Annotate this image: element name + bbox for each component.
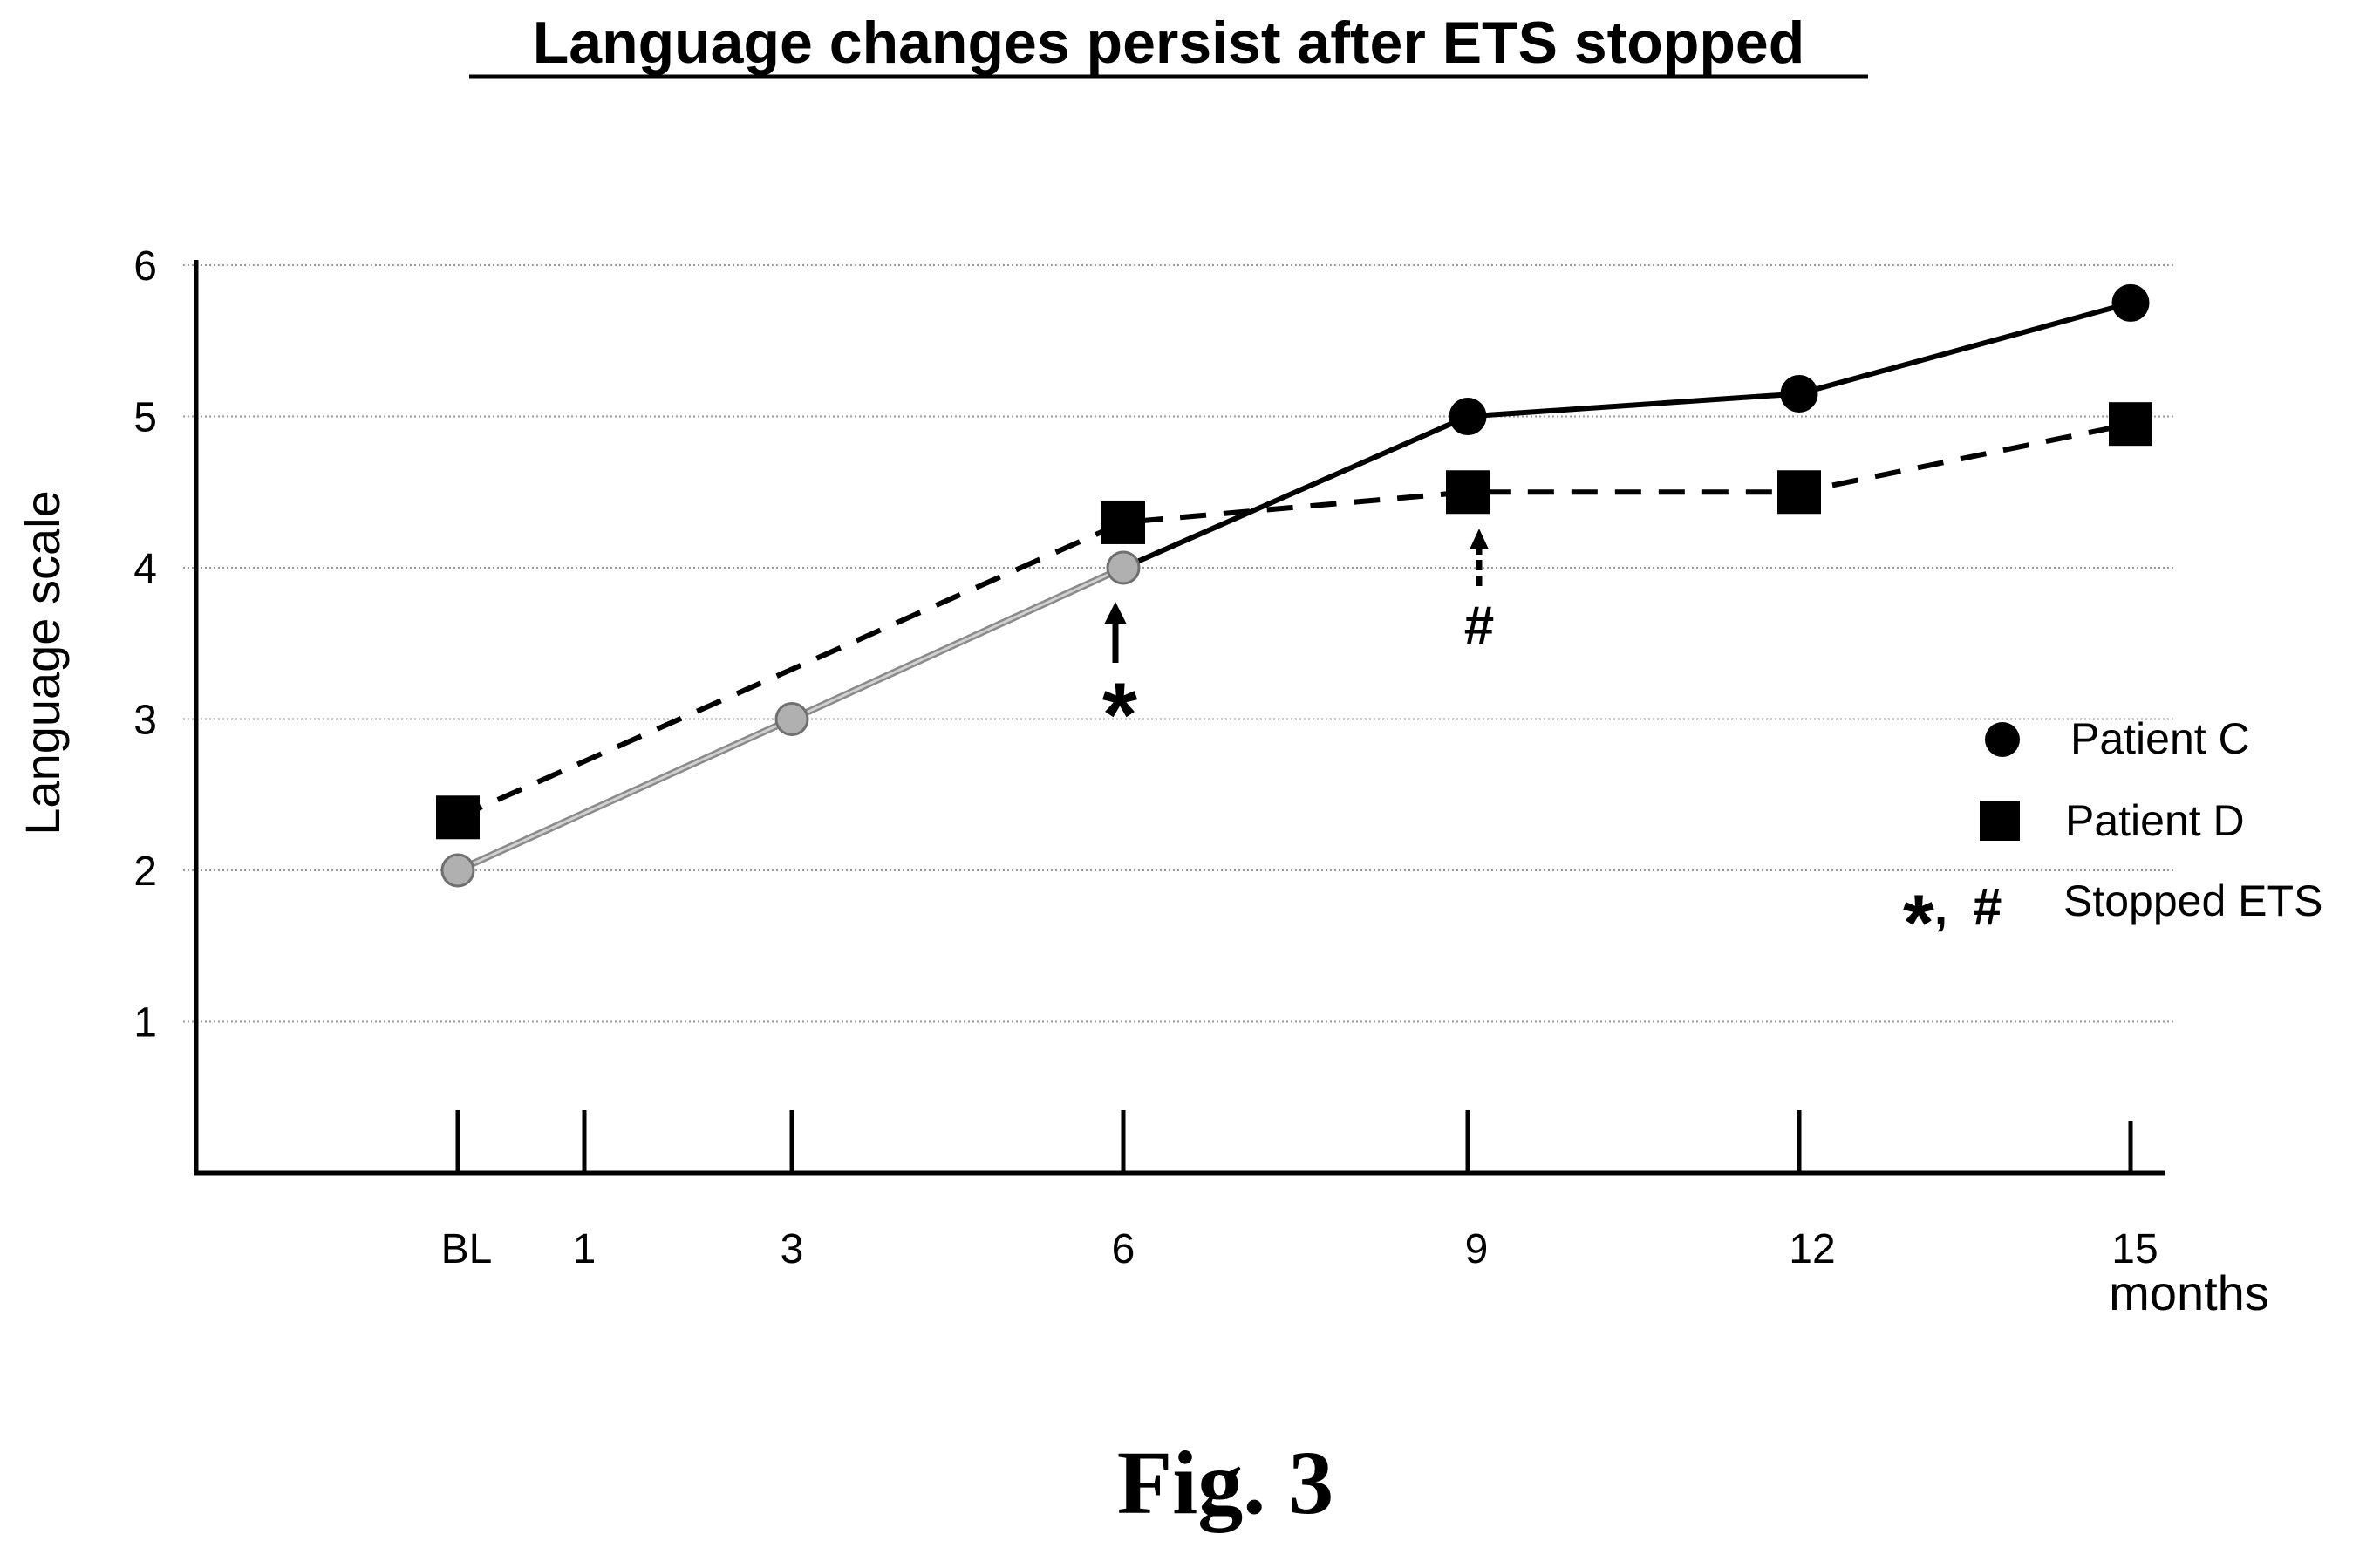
x-tick-label-BL: BL [441,1226,493,1272]
y-axis-label: Language scale [15,490,70,835]
series [436,283,2152,888]
point-patient-c-12 [1780,374,1818,413]
y-tick-label-6: 6 [133,243,157,290]
title-group: Language changes persist after ETS stopp… [469,10,1868,79]
legend-label-stopped-ets: Stopped ETS [2063,876,2322,925]
x-tick-label-12: 12 [1789,1226,1835,1272]
arrowhead-stopped-ets-9 [1470,529,1489,549]
x-tick-label-3: 3 [781,1226,804,1272]
point-patient-c-3 [774,702,809,736]
arrowhead-stopped-ets-6 [1104,602,1127,624]
annotation-hash: # [1464,596,1494,656]
y-tick-label-1: 1 [133,1000,157,1047]
y-tick-label-5: 5 [133,395,157,441]
annotation-star: * [1102,665,1138,766]
point-patient-d-BL [436,795,480,840]
chart-title: Language changes persist after ETS stopp… [533,10,1805,76]
legend-hash-symbol: # [1973,877,2002,936]
annotations: *# [1102,529,1494,766]
x-axis-label: months [2109,1265,2269,1320]
point-patient-d-12 [1777,470,1821,515]
point-patient-d-15 [2109,402,2152,447]
point-patient-c-6 [1106,550,1141,585]
y-tick-label-3: 3 [133,698,157,744]
axes [194,260,2165,1176]
legend-label-patient-c: Patient C [2070,714,2250,763]
point-patient-c-9 [1449,398,1487,435]
x-tick-label-15: 15 [2111,1226,2158,1272]
point-patient-c-BL [440,853,475,888]
legend-separator: , [1934,883,1947,935]
legend-marker-patient-c [1985,722,2020,757]
figure-caption: Fig. 3 [1117,1433,1333,1533]
point-patient-d-6 [1101,500,1145,544]
legend: Patient C Patient D * , # Stopped ETS [1903,714,2322,968]
y-tick-labels: 1 2 3 4 5 6 [133,243,157,1047]
point-patient-d-9 [1446,470,1490,515]
series-line-patient-d [456,421,2131,821]
point-patient-c-15 [2111,283,2150,322]
y-tick-label-2: 2 [133,849,157,895]
x-tick-label-6: 6 [1112,1226,1135,1272]
grid-lines [183,264,2176,1023]
legend-label-patient-d: Patient D [2065,796,2245,845]
legend-marker-patient-d [1980,801,2020,841]
x-tick-labels: BL 1 3 6 9 12 15 [441,1226,2158,1272]
x-tick-label-9: 9 [1465,1226,1489,1272]
legend-star-symbol: * [1903,879,1934,968]
y-tick-label-4: 4 [133,546,157,592]
x-tick-label-1: 1 [573,1226,597,1272]
series-line-patient-c [1122,300,2131,570]
